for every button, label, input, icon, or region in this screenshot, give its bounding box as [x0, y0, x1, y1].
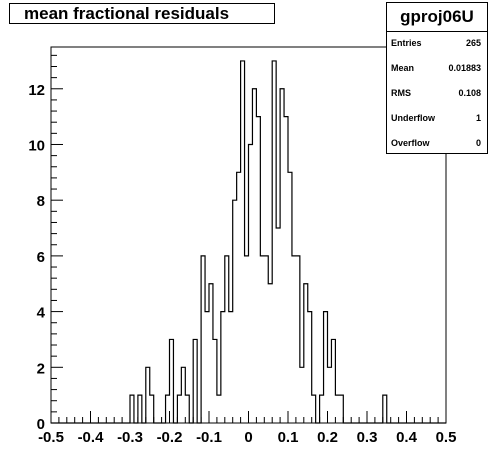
stats-value: 0.01883	[448, 63, 481, 73]
histogram-bin	[245, 256, 249, 423]
histogram-bin	[335, 395, 339, 423]
y-tick-label: 2	[37, 360, 45, 377]
stats-value: 0.108	[458, 88, 481, 98]
y-tick-label: 0	[37, 416, 45, 433]
x-tick-label: -0.4	[78, 429, 105, 446]
histogram-bin	[217, 395, 221, 423]
histogram-bin	[260, 256, 264, 423]
y-tick-label: 12	[28, 82, 45, 99]
y-tick-label: 6	[37, 249, 45, 266]
histogram-bin	[268, 284, 272, 423]
x-tick-label: 0.2	[317, 429, 338, 446]
histogram-bin	[328, 367, 332, 423]
histogram-bin	[237, 172, 241, 423]
histogram-bin	[300, 367, 304, 423]
chart-title-text: mean fractional residuals	[24, 4, 230, 23]
x-tick-label: 0	[244, 429, 252, 446]
stats-value: 1	[475, 113, 481, 123]
histogram-bin	[292, 256, 296, 423]
stats-row-entries: Entries 265	[387, 32, 487, 57]
stats-box-title: gproj06U	[387, 3, 487, 32]
histogram-bin	[229, 312, 233, 423]
x-axis: -0.5 -0.4 -0.3 -0.2 -0.1 0 0.1 0.2 0.3 0.4 0.5	[38, 411, 456, 446]
x-tick-label: -0.2	[157, 429, 183, 446]
stats-label: Entries	[391, 38, 422, 48]
stats-label: Overflow	[391, 138, 430, 148]
x-tick-label: 0.5	[436, 429, 457, 446]
stats-value: 265	[465, 38, 481, 48]
y-axis: 0 2 4 6 8 10 12	[28, 54, 63, 433]
x-tick-label: 0.3	[357, 429, 378, 446]
histogram-bin	[276, 228, 280, 423]
stats-row-overflow: Overflow 0	[387, 132, 487, 157]
y-tick-label: 10	[28, 137, 45, 154]
x-tick-label: -0.5	[38, 429, 64, 446]
x-tick-label: -0.3	[117, 429, 143, 446]
stats-label: RMS	[391, 88, 411, 98]
x-tick-label: 0.4	[396, 429, 418, 446]
stats-value: 0	[475, 138, 481, 148]
x-tick-label: 0.1	[278, 429, 299, 446]
stats-box: gproj06U Entries 265 Mean 0.01883 RMS 0.…	[386, 2, 488, 154]
x-tick-label: -0.1	[196, 429, 222, 446]
histogram-bars	[51, 60, 446, 424]
y-tick-label: 8	[37, 193, 45, 210]
stats-row-mean: Mean 0.01883	[387, 57, 487, 82]
histogram-bin	[205, 312, 209, 423]
stats-row-rms: RMS 0.108	[387, 82, 487, 107]
chart-title: mean fractional residuals	[9, 3, 275, 24]
stats-row-underflow: Underflow 1	[387, 107, 487, 132]
histogram-outline	[51, 60, 446, 424]
stats-label: Mean	[391, 63, 415, 73]
stats-label: Underflow	[391, 113, 435, 123]
y-tick-label: 4	[37, 305, 46, 322]
